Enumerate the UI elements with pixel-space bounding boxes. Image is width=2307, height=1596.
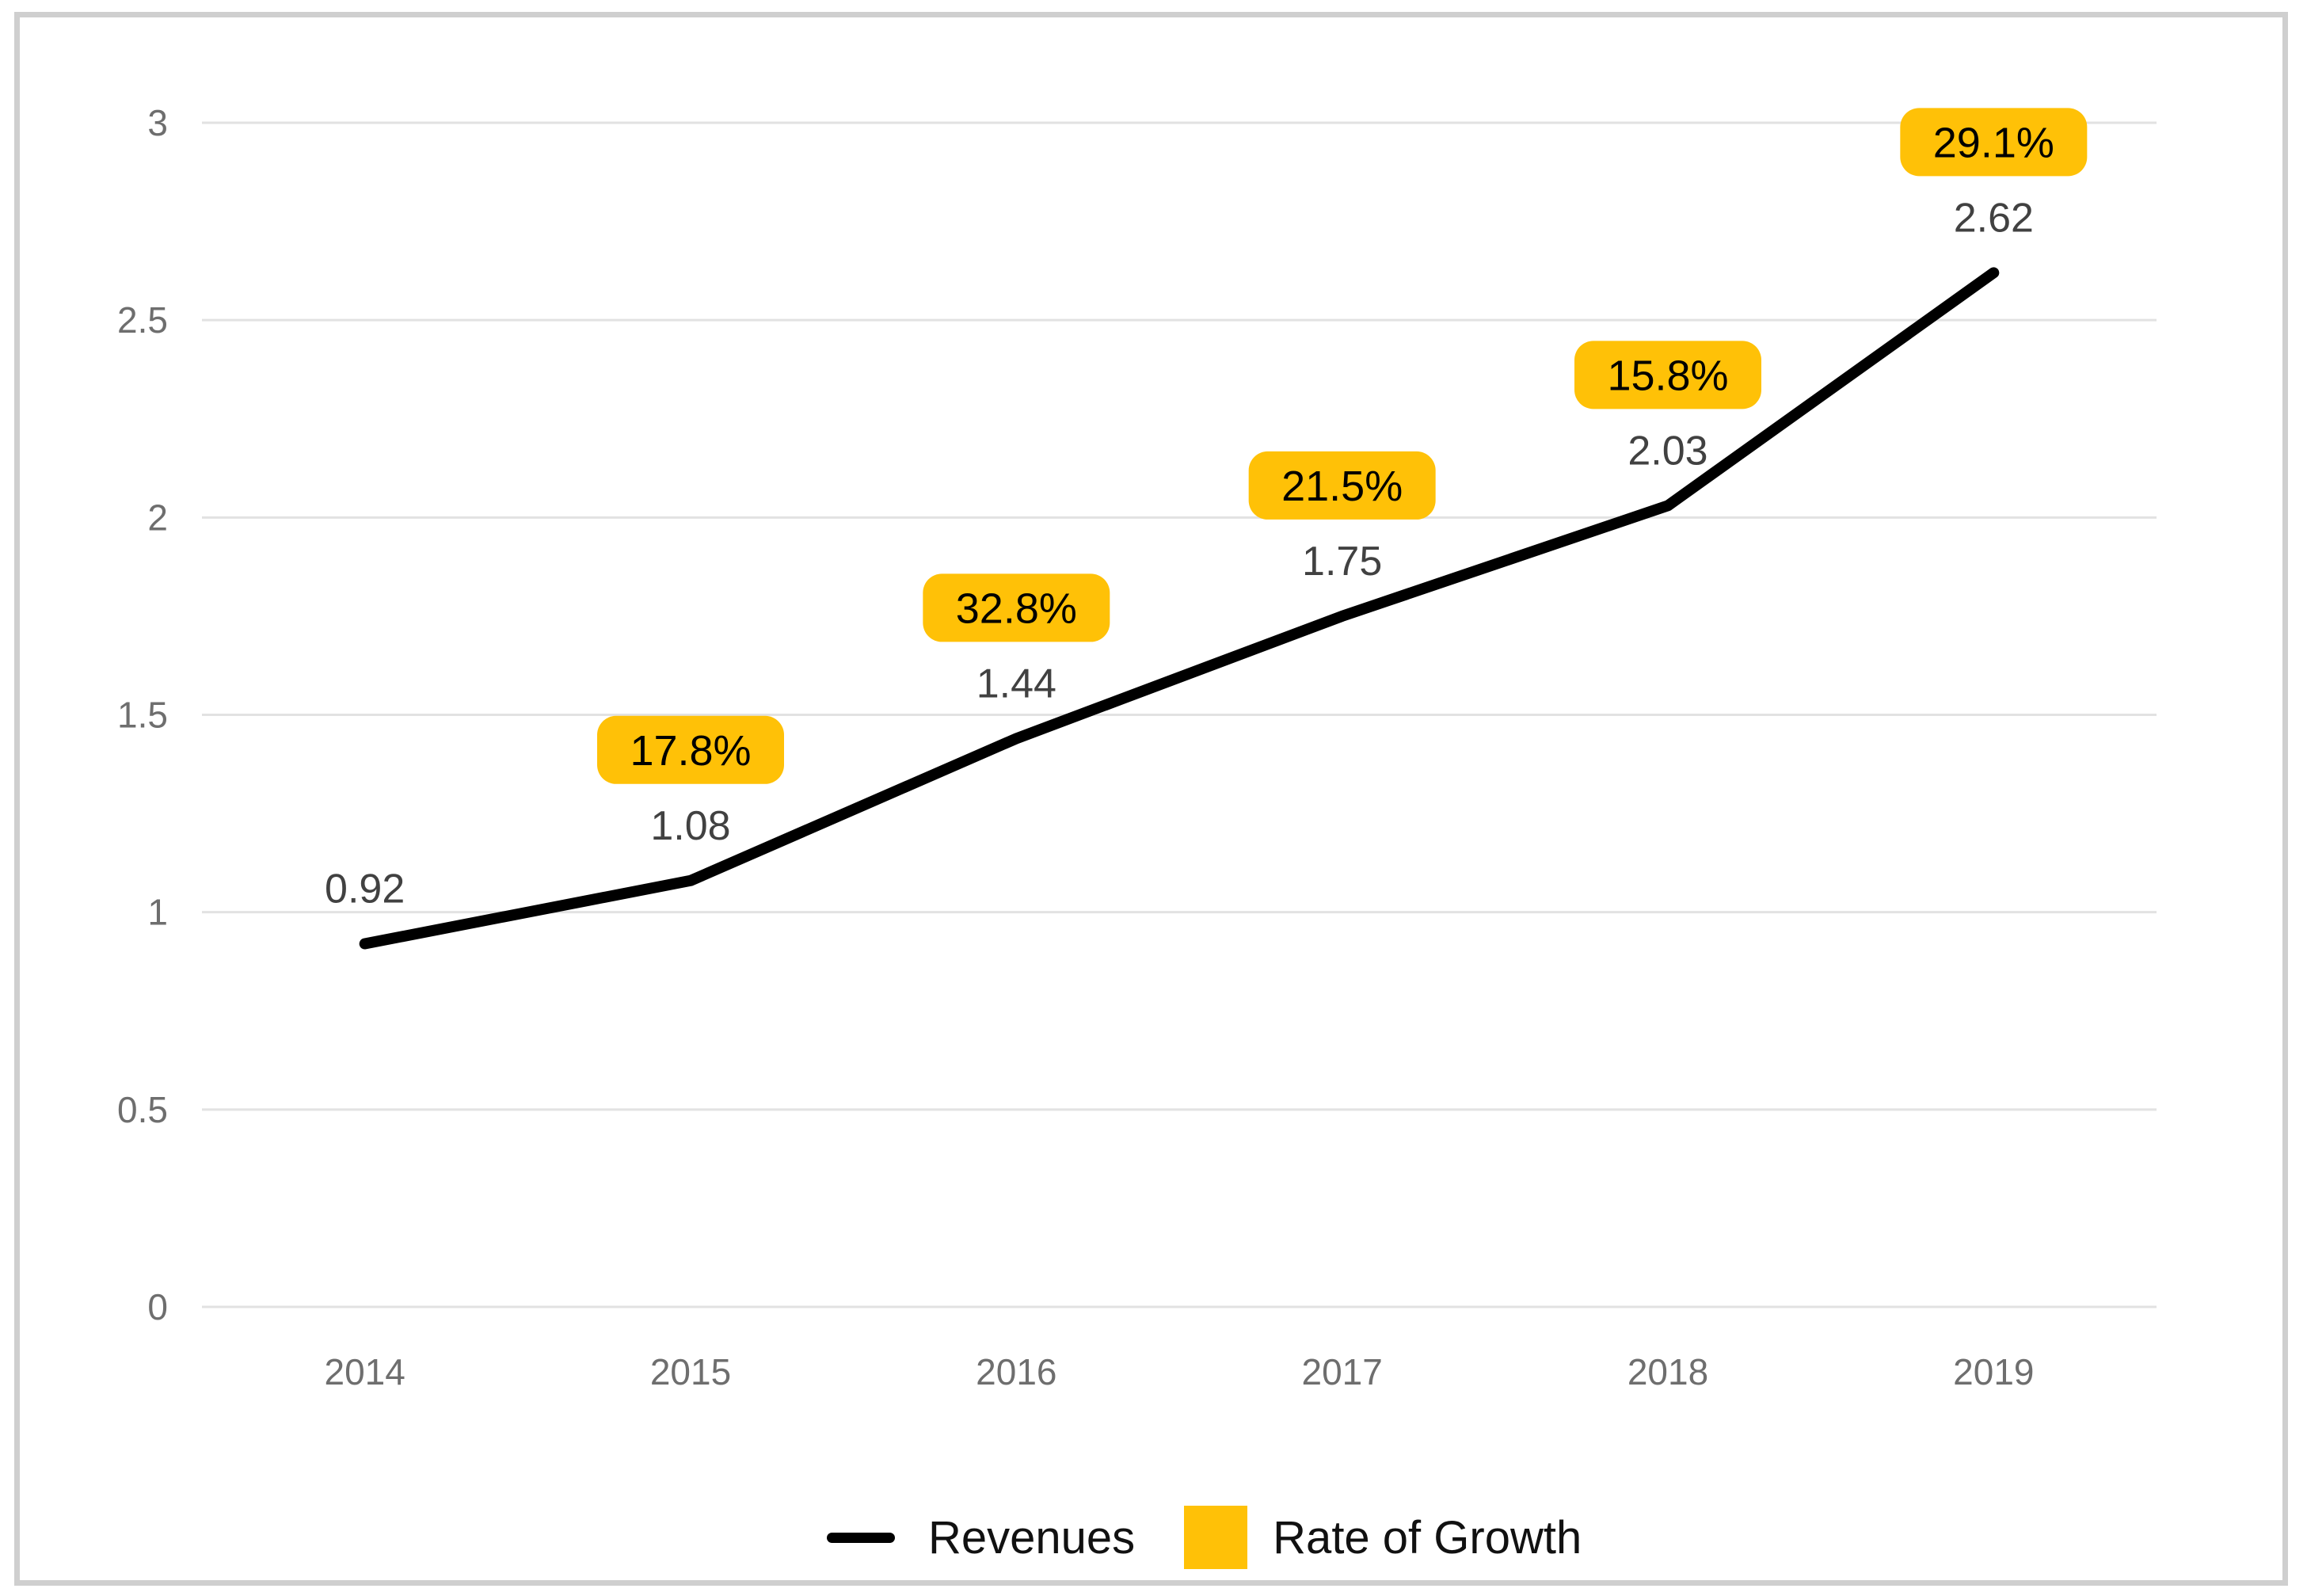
growth-rate-badge [923,573,1110,642]
y-tick-label: 0.5 [117,1089,168,1130]
growth-rate-badge [1248,451,1436,520]
rate-of-growth-legend-label: Rate of Growth [1273,1511,1582,1564]
x-tick-label: 2014 [324,1351,405,1392]
x-tick-label: 2018 [1627,1351,1708,1392]
revenue-value-label: 2.62 [1954,195,2034,241]
revenue-value-label: 2.03 [1627,428,1707,474]
y-tick-label: 0 [147,1286,168,1327]
growth-rate-badge-label: 29.1% [1933,119,2054,166]
growth-rate-badge-label: 17.8% [630,727,751,775]
revenue-value-label: 0.92 [325,867,405,912]
y-tick-label: 1 [147,892,168,933]
growth-rate-badge [1900,108,2088,177]
growth-rate-badge [1574,341,1761,409]
revenues-line-legend-swatch [827,1532,895,1543]
growth-rate-badge [597,715,784,784]
rate-of-growth-legend-swatch [1184,1506,1248,1569]
x-tick-label: 2017 [1301,1351,1382,1392]
revenue-value-label: 1.44 [976,661,1056,707]
x-tick-label: 2016 [976,1351,1056,1392]
revenues-legend-label: Revenues [928,1511,1136,1564]
x-tick-label: 2019 [1953,1351,2034,1392]
y-tick-label: 1.5 [117,695,168,736]
chart-legend: Revenues Rate of Growth [827,1494,1582,1581]
x-tick-label: 2015 [650,1351,731,1392]
growth-rate-badge-label: 32.8% [956,585,1077,632]
revenue-value-label: 1.75 [1302,539,1382,585]
y-tick-label: 3 [147,102,168,143]
growth-rate-badge-label: 21.5% [1281,463,1403,510]
growth-rate-badge-label: 15.8% [1607,352,1728,399]
revenue-value-label: 1.08 [650,803,730,849]
y-tick-label: 2.5 [117,299,168,341]
y-tick-label: 2 [147,497,168,538]
revenues-line [359,267,2000,950]
